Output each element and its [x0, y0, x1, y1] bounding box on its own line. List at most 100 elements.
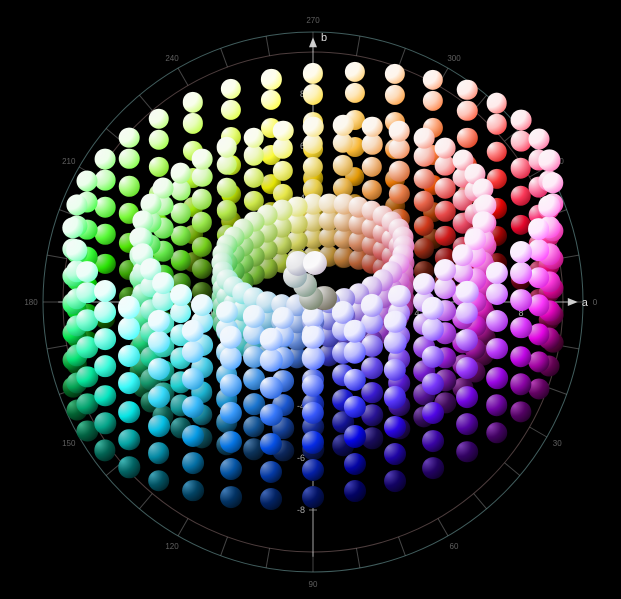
color-sphere: [95, 224, 115, 244]
color-sphere: [118, 429, 140, 451]
color-sphere: [303, 63, 323, 83]
color-sphere: [220, 486, 242, 508]
color-sphere: [456, 357, 478, 379]
color-sphere: [486, 422, 507, 443]
color-sphere: [66, 240, 88, 262]
color-sphere: [362, 180, 382, 200]
color-sphere: [385, 85, 405, 105]
color-sphere: [414, 238, 434, 258]
color-sphere: [183, 113, 203, 133]
color-sphere: [487, 93, 508, 114]
color-sphere: [487, 114, 508, 135]
color-sphere: [422, 402, 444, 424]
color-sphere: [302, 347, 325, 370]
color-sphere: [182, 425, 204, 447]
color-sphere: [389, 184, 409, 204]
color-sphere: [510, 262, 532, 284]
color-sphere: [510, 289, 532, 311]
color-sphere: [149, 157, 169, 177]
color-sphere: [261, 69, 281, 89]
color-sphere: [216, 137, 237, 158]
color-sphere: [302, 459, 324, 481]
color-sphere: [528, 378, 549, 399]
color-sphere: [192, 189, 213, 210]
color-sphere: [94, 301, 116, 323]
color-sphere: [95, 197, 116, 218]
color-sphere: [456, 441, 478, 463]
color-sphere: [170, 284, 192, 306]
color-sphere: [510, 346, 532, 368]
color-space-diagram: ab-8-8-6-6-4-4-2-222446688 0306090120150…: [0, 0, 621, 599]
color-sphere: [119, 148, 140, 169]
color-sphere: [94, 280, 116, 302]
color-sphere: [220, 431, 242, 453]
color-sphere: [192, 212, 212, 232]
color-sphere: [261, 90, 281, 110]
color-sphere: [149, 130, 169, 150]
color-sphere: [148, 442, 170, 464]
color-sphere: [94, 385, 116, 407]
color-sphere: [303, 251, 327, 275]
color-sphere: [456, 413, 478, 435]
color-sphere: [302, 326, 325, 349]
color-sphere: [118, 372, 140, 394]
color-sphere: [119, 176, 139, 196]
color-sphere: [221, 100, 241, 120]
color-sphere: [457, 80, 478, 101]
color-sphere: [220, 374, 242, 396]
color-sphere: [384, 470, 406, 492]
color-sphere: [220, 326, 243, 349]
color-sphere: [77, 261, 99, 283]
color-sphere: [95, 148, 116, 169]
color-sphere: [192, 149, 213, 170]
color-sphere: [94, 356, 116, 378]
color-sphere: [384, 310, 407, 333]
color-sphere: [344, 453, 366, 475]
color-sphere: [220, 402, 242, 424]
color-sphere: [302, 486, 324, 508]
color-sphere: [486, 283, 508, 305]
color-sphere: [148, 108, 169, 129]
color-sphere: [422, 373, 444, 395]
color-sphere: [434, 259, 456, 281]
color-sphere: [273, 121, 294, 142]
color-sphere: [389, 161, 409, 181]
color-sphere: [77, 171, 98, 192]
color-sphere: [118, 456, 139, 477]
color-sphere: [539, 150, 560, 171]
color-sphere: [486, 262, 508, 284]
color-sphere: [260, 488, 282, 510]
color-sphere: [303, 116, 324, 137]
color-sphere: [343, 341, 365, 363]
color-sphere: [413, 273, 435, 295]
color-sphere: [118, 317, 140, 339]
color-sphere: [362, 157, 382, 177]
color-sphere: [423, 91, 443, 111]
color-sphere: [333, 115, 354, 136]
color-sphere: [118, 402, 140, 424]
color-sphere: [344, 425, 366, 447]
color-sphere: [384, 416, 406, 438]
color-sphere: [244, 145, 264, 165]
color-sphere: [94, 328, 116, 350]
color-sphere: [528, 219, 550, 241]
color-sphere: [456, 386, 478, 408]
color-sphere: [191, 294, 213, 316]
color-sphere: [344, 480, 366, 502]
color-sphere: [414, 128, 435, 149]
color-sphere: [389, 121, 410, 142]
color-sphere: [192, 236, 212, 256]
color-sphere: [119, 127, 140, 148]
color-sphere: [260, 328, 283, 351]
color-sphere: [273, 138, 293, 158]
color-sphere: [343, 320, 366, 343]
color-sphere: [94, 412, 115, 433]
color-sphere: [273, 161, 293, 181]
color-sphere: [118, 345, 140, 367]
color-sphere: [303, 84, 323, 104]
color-sphere: [487, 141, 507, 161]
color-sphere: [528, 129, 549, 150]
color-sphere: [457, 128, 477, 148]
color-sphere: [302, 374, 324, 396]
color-sphere: [170, 163, 191, 184]
